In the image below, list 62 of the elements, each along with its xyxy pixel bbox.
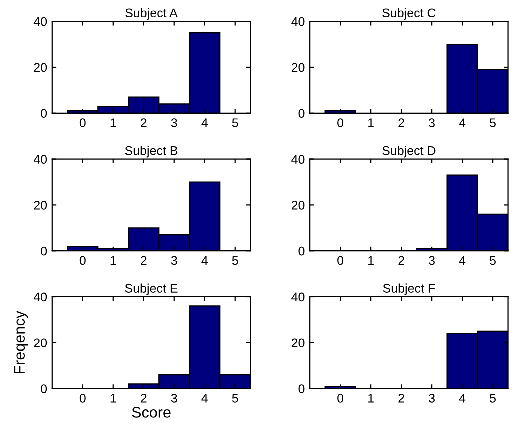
chart-title: Subject A: [126, 8, 178, 20]
y-tick-label: 0: [41, 384, 48, 394]
x-axis-title: Score: [132, 407, 171, 418]
x-tick-label: 4: [459, 394, 466, 403]
x-tick-label: 3: [171, 256, 178, 266]
y-tick-label: 0: [298, 246, 305, 256]
x-tick-label: 1: [368, 118, 374, 128]
chart-title: Subject B: [125, 146, 178, 158]
chart-title: Subject E: [125, 284, 178, 296]
y-tick-label: 0: [298, 384, 305, 394]
x-tick-label: 3: [429, 394, 435, 403]
x-tick-label: 3: [171, 118, 178, 128]
x-tick-label: 5: [490, 394, 496, 403]
x-tick-label: 2: [141, 118, 147, 128]
x-tick-label: 0: [80, 118, 86, 128]
y-tick-label: 40: [34, 17, 48, 26]
y-tick-label: 40: [34, 292, 48, 302]
x-tick-label: 4: [202, 118, 208, 128]
y-tick-label: 20: [34, 63, 48, 72]
y-tick-label: 20: [292, 63, 305, 72]
x-tick-label: 2: [141, 256, 147, 266]
y-tick-label: 40: [292, 155, 305, 164]
x-tick-label: 4: [202, 256, 208, 266]
x-tick-label: 1: [110, 394, 116, 403]
x-tick-label: 0: [338, 256, 344, 266]
chart-title: Subject F: [383, 284, 436, 296]
chart-title: Subject D: [382, 146, 436, 158]
x-tick-label: 2: [141, 394, 147, 403]
y-tick-label: 20: [34, 338, 48, 348]
x-tick-label: 1: [368, 256, 374, 266]
x-tick-label: 3: [429, 256, 435, 266]
y-tick-label: 40: [292, 17, 305, 26]
x-tick-label: 0: [80, 394, 86, 403]
x-tick-label: 1: [110, 118, 116, 128]
y-tick-label: 40: [34, 155, 48, 164]
x-tick-label: 5: [232, 256, 238, 266]
x-tick-label: 5: [232, 394, 238, 403]
x-tick-label: 4: [459, 118, 466, 128]
x-tick-label: 2: [398, 394, 404, 403]
y-tick-label: 0: [41, 109, 48, 118]
x-tick-label: 3: [171, 394, 178, 403]
y-tick-label: 20: [292, 338, 305, 348]
x-tick-label: 2: [398, 256, 404, 266]
x-tick-label: 4: [202, 394, 208, 403]
x-tick-label: 1: [368, 394, 374, 403]
x-tick-label: 0: [338, 394, 344, 403]
x-tick-label: 1: [110, 256, 116, 266]
x-tick-label: 2: [398, 118, 404, 128]
x-tick-label: 0: [80, 256, 86, 266]
x-tick-label: 0: [338, 118, 344, 128]
x-tick-label: 5: [490, 118, 496, 128]
chart-title: Subject C: [382, 8, 436, 20]
y-tick-label: 40: [292, 292, 305, 302]
y-axis-title: Freqency: [14, 311, 28, 374]
y-tick-label: 0: [41, 246, 48, 256]
y-tick-label: 20: [34, 201, 48, 210]
x-tick-label: 3: [429, 118, 435, 128]
x-tick-label: 5: [232, 118, 238, 128]
y-tick-label: 0: [298, 109, 305, 118]
x-tick-label: 4: [459, 256, 466, 266]
x-tick-label: 5: [490, 256, 496, 266]
y-tick-label: 20: [292, 201, 305, 210]
